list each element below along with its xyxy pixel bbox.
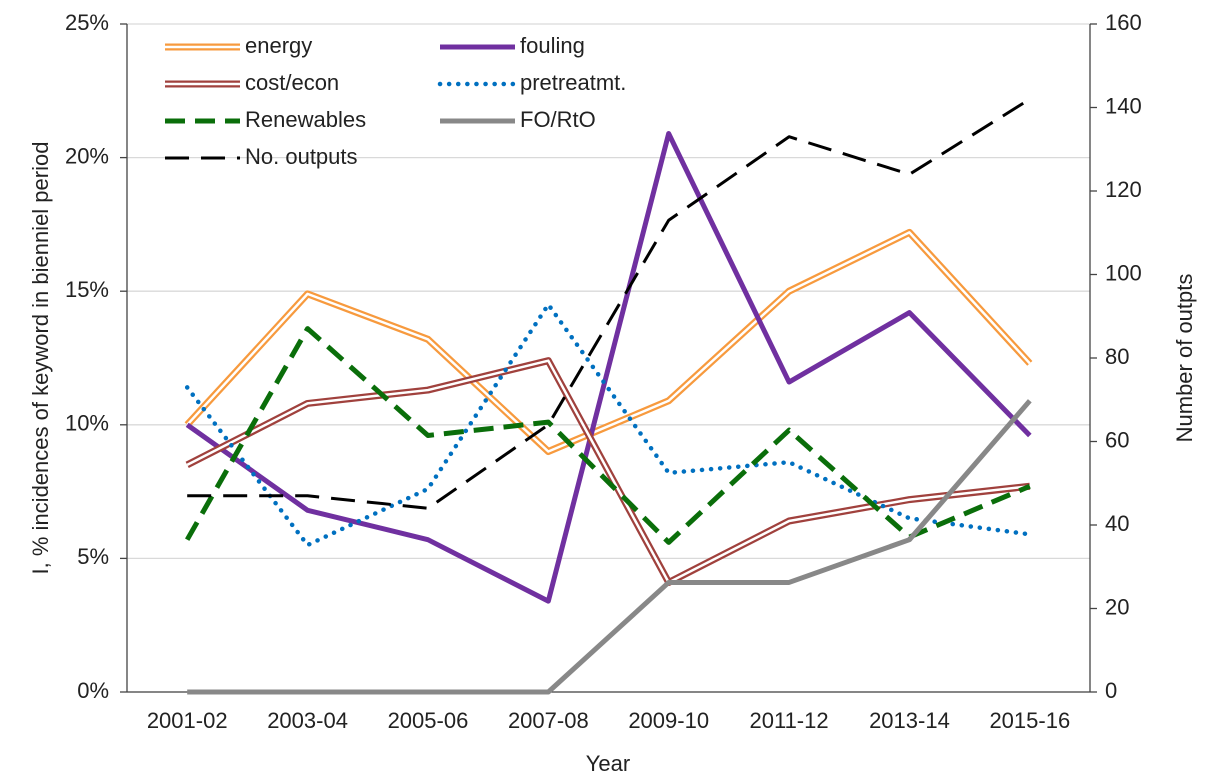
x-axis-title: Year [586,751,630,776]
series-line-inner [186,231,1031,453]
y2-tick-label: 140 [1105,93,1142,118]
x-tick-label: 2009-10 [628,708,709,733]
y-tick-label: 10% [65,411,109,436]
y2-tick-label: 20 [1105,594,1129,619]
y-tick-label: 20% [65,143,109,168]
y-tick-label: 25% [65,10,109,35]
y-axis-title: I, % incidences of keyword in bienniel p… [28,142,53,575]
y2-tick-label: 40 [1105,511,1129,536]
series-line [185,131,1032,604]
series-line [184,228,1033,456]
series-line [187,399,1032,695]
legend-label: cost/econ [245,70,339,95]
x-tick-label: 2007-08 [508,708,589,733]
y2-tick-label: 160 [1105,10,1142,35]
y2-tick-label: 100 [1105,260,1142,285]
x-tick-label: 2003-04 [267,708,348,733]
legend-label: FO/RtO [520,107,596,132]
y2-tick-label: 60 [1105,427,1129,452]
y-tick-label: 0% [77,678,109,703]
x-tick-label: 2005-06 [388,708,469,733]
series-line [187,97,1031,510]
y-tick-label: 15% [65,277,109,302]
x-tick-label: 2001-02 [147,708,228,733]
legend-label: No. outputs [245,144,358,169]
legend-label: Renewables [245,107,366,132]
y2-tick-label: 80 [1105,344,1129,369]
y2-tick-label: 0 [1105,678,1117,703]
legend-label: fouling [520,33,585,58]
y2-axis-title: Number of outpts [1172,274,1197,443]
x-tick-label: 2015-16 [989,708,1070,733]
x-tick-label: 2013-14 [869,708,950,733]
legend-label: pretreatmt. [520,70,626,95]
series-line [184,302,1033,548]
y-tick-label: 5% [77,544,109,569]
series-line [185,326,1031,545]
legend-label: energy [245,33,312,58]
series-line-inner [186,359,1030,584]
x-tick-label: 2011-12 [750,708,829,733]
y2-tick-label: 120 [1105,177,1142,202]
